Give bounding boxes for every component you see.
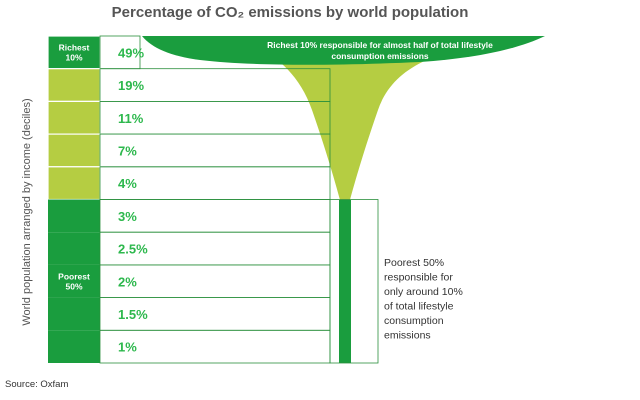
light-funnel-shape: [240, 42, 505, 200]
data-label: 1.5%: [118, 307, 148, 322]
top-annotation-line: Richest 10% responsible for almost half …: [267, 40, 493, 50]
data-label: 11%: [118, 111, 144, 126]
right-annotation-line: consumption: [384, 315, 444, 327]
top-annotation-line: consumption emissions: [331, 51, 429, 61]
right-annotation-line: emissions: [384, 330, 431, 342]
poorest-bracket: [329, 199, 379, 364]
tier-label: 10%: [65, 52, 82, 62]
decile-cell: [48, 297, 100, 331]
chart-title: Percentage of CO₂ emissions by world pop…: [112, 4, 469, 21]
decile-cell: [47, 68, 101, 102]
y-axis-label: World population arranged by income (dec…: [21, 98, 33, 325]
decile-cell: [47, 35, 101, 70]
right-annotation-line: responsible for: [384, 272, 453, 284]
annotations: Richest 10% responsible for almost half …: [267, 40, 493, 342]
decile-cell: [48, 330, 100, 363]
data-label: 1%: [118, 340, 137, 355]
decile-cell: [47, 100, 101, 135]
source-label: Source: Oxfam: [5, 379, 68, 390]
data-label: 2%: [118, 274, 137, 289]
decile-cell: [47, 133, 101, 168]
decile-cell: [47, 166, 101, 201]
tier-label: Poorest: [58, 271, 90, 281]
funnel-layer: [142, 36, 545, 363]
decile-cell: [48, 264, 100, 298]
right-annotation-line: of total lifestyle: [384, 301, 454, 313]
data-label: 49%: [118, 45, 144, 60]
decile-cell: [48, 232, 100, 265]
right-annotation-line: Poorest 50%: [384, 257, 444, 269]
data-label: 3%: [118, 209, 137, 224]
data-label: 19%: [118, 78, 144, 93]
data-label: 7%: [118, 143, 137, 158]
right-annotation-line: only around 10%: [384, 286, 463, 298]
tier-label: Richest: [59, 42, 90, 52]
decile-cell: [48, 199, 100, 233]
tier-label: 50%: [65, 281, 82, 291]
poorest-stem-shape: [339, 200, 351, 363]
data-label: 2.5%: [118, 242, 148, 257]
data-label: 4%: [118, 176, 137, 191]
top-banner-shape: [142, 36, 545, 65]
